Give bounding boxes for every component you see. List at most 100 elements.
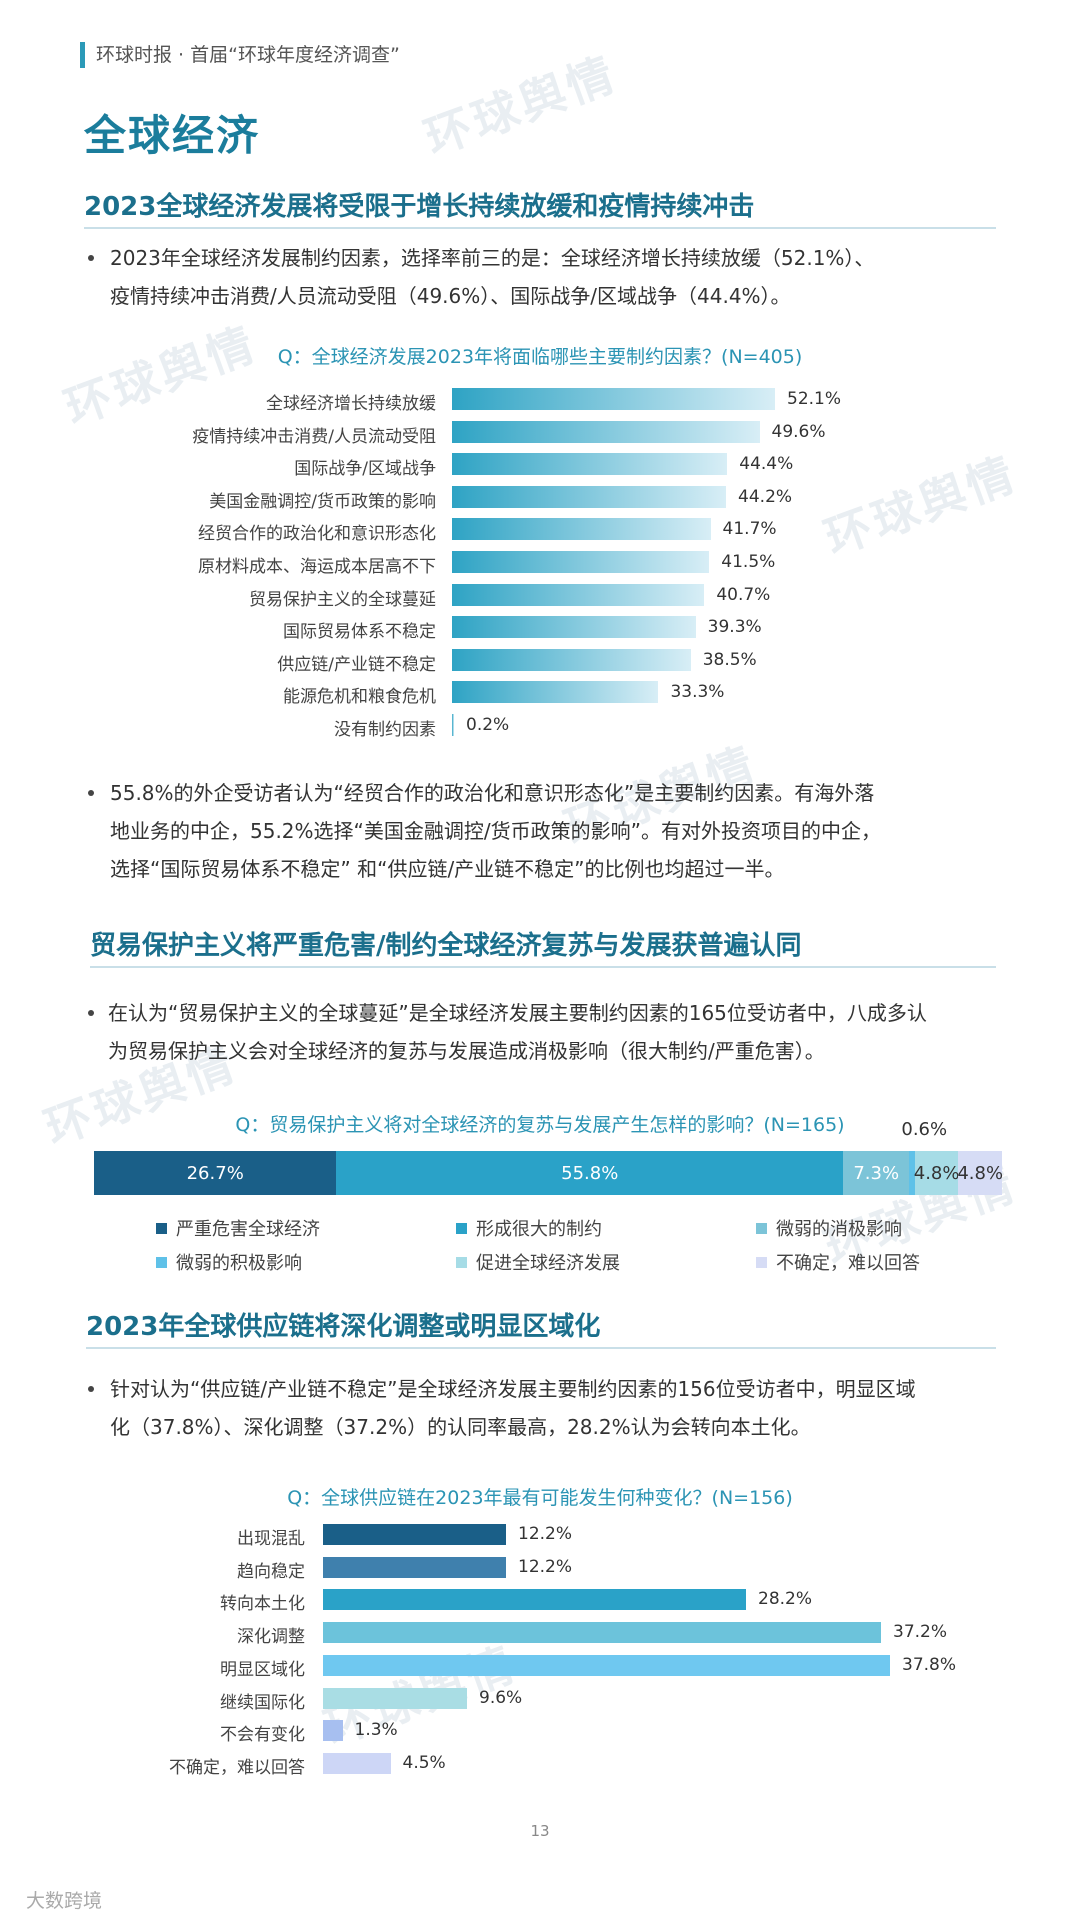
bar-label: 国际贸易体系不稳定	[283, 622, 436, 643]
section-divider	[84, 227, 996, 229]
bullet-line: 针对认为“供应链/产业链不稳定”是全球经济发展主要制约因素的156位受访者中，明…	[110, 1377, 916, 1401]
watermark: 环球舆情	[417, 46, 625, 166]
legend-swatch	[456, 1256, 467, 1268]
watermark: 环球舆情	[57, 316, 265, 436]
bar	[323, 1720, 343, 1742]
bar-value: 38.5%	[702, 649, 757, 670]
bar	[452, 518, 711, 541]
section-divider	[86, 1347, 996, 1349]
bar-label: 出现混乱	[237, 1529, 305, 1549]
legend-item: 严重危害全球经济	[156, 1215, 320, 1241]
chart-title: Q：全球经济发展2023年将面临哪些主要制约因素？(N=405)	[277, 346, 803, 368]
legend-label: 促进全球经济发展	[476, 1253, 620, 1274]
bar-label: 明显区域化	[220, 1659, 305, 1680]
bullet-line: 疫情持续冲击消费/人员流动受阻（49.6%）、国际战争/区域战争（44.4%）。	[110, 284, 791, 308]
legend-item: 促进全球经济发展	[456, 1249, 620, 1275]
bar-value: 49.6%	[771, 421, 826, 442]
bar	[452, 485, 727, 508]
stack-segment: 26.7%	[94, 1151, 337, 1195]
bar	[452, 714, 454, 736]
bar-value: 0.2%	[466, 715, 510, 735]
section-title: 贸易保护主义将严重危害/制约全球经济复苏与发展获普遍认同	[90, 931, 802, 961]
bar-label: 深化调整	[237, 1627, 305, 1648]
legend-swatch	[756, 1256, 767, 1268]
legend-swatch	[156, 1222, 167, 1234]
bar-label: 全球经济增长持续放缓	[266, 394, 436, 414]
legend-label: 不确定，难以回答	[776, 1253, 920, 1274]
section-divider	[90, 966, 996, 968]
legend-item: 微弱的积极影响	[156, 1249, 302, 1275]
bullet-dot	[88, 1010, 94, 1016]
bar	[323, 1654, 890, 1676]
bar-label: 转向本土化	[220, 1594, 305, 1615]
bullet-line: 化（37.8%）、深化调整（37.2%）的认同率最高，28.2%认为会转向本土化…	[110, 1415, 811, 1439]
bar-label: 原材料成本、海运成本居高不下	[198, 557, 436, 577]
bar-value: 12.2%	[518, 1556, 573, 1577]
bar-value: 37.2%	[893, 1622, 948, 1643]
bar-label: 美国金融调控/货币政策的影响	[209, 491, 436, 512]
bar	[323, 1687, 467, 1709]
stack-segment: 4.8%	[914, 1151, 959, 1195]
legend-label: 微弱的积极影响	[176, 1253, 302, 1274]
bar	[452, 420, 760, 443]
bar	[452, 551, 710, 573]
bar-label: 不会有变化	[220, 1725, 305, 1746]
bar-value: 44.4%	[739, 454, 794, 475]
header-accent-bar	[80, 42, 85, 68]
stack-segment: 4.8%	[957, 1151, 1003, 1195]
bar-label: 没有制约因素	[334, 720, 436, 740]
bar	[323, 1524, 506, 1545]
bar-label: 供应链/产业链不稳定	[277, 654, 436, 675]
bar	[452, 388, 776, 410]
bar-value: 0.6%	[901, 1119, 948, 1140]
bar-value: 41.5%	[721, 552, 776, 572]
bullet-line: 为贸易保护主义会对全球经济的复苏与发展造成消极影响（很大制约/严重危害）。	[108, 1039, 825, 1063]
bullet-line: 2023年全球经济发展制约因素，选择率前三的是：全球经济增长持续放缓（52.1%…	[110, 246, 875, 270]
bullet-dot	[88, 790, 94, 796]
bar-label: 不确定，难以回答	[169, 1757, 305, 1778]
bar	[452, 681, 659, 704]
bullet-dot	[88, 1386, 94, 1392]
bar-value: 39.3%	[707, 617, 762, 638]
bar	[323, 1556, 506, 1578]
legend-item: 不确定，难以回答	[756, 1249, 920, 1275]
bar-label: 继续国际化	[220, 1692, 305, 1713]
chart-title: Q：贸易保护主义将对全球经济的复苏与发展产生怎样的影响？(N=165)	[235, 1114, 845, 1136]
page-title: 全球经济	[84, 111, 261, 160]
legend-swatch	[156, 1256, 167, 1268]
bar-value: 1.3%	[354, 1720, 398, 1741]
bar-label: 疫情持续冲击消费/人员流动受阻	[192, 426, 436, 447]
chart-title: Q：全球供应链在2023年最有可能发生何种变化？(N=156)	[287, 1487, 793, 1509]
legend-swatch	[756, 1222, 767, 1234]
bar	[323, 1589, 746, 1611]
bar-label: 国际战争/区域战争	[294, 459, 436, 480]
bar-label: 趋向稳定	[237, 1561, 305, 1582]
header-text: 环球时报 · 首届“环球年度经济调查”	[96, 44, 400, 66]
bar	[452, 583, 705, 606]
bar	[452, 648, 691, 671]
stack-segment: 7.3%	[843, 1151, 910, 1195]
bar-value: 44.2%	[738, 486, 793, 507]
legend-item: 微弱的消极影响	[756, 1215, 902, 1241]
bar	[323, 1752, 391, 1774]
legend-label: 严重危害全球经济	[176, 1219, 320, 1240]
watermark: 环球舆情	[817, 446, 1025, 566]
bar	[323, 1622, 881, 1644]
bar-value: 37.8%	[902, 1654, 957, 1675]
section-title: 2023全球经济发展将受限于增长持续放缓和疫情持续冲击	[84, 192, 755, 222]
footer-brand: 大数跨境	[26, 1890, 103, 1912]
bar-value: 9.6%	[479, 1687, 523, 1708]
bar-label: 能源危机和粮食危机	[283, 687, 436, 708]
stack-segment: 55.8%	[336, 1151, 844, 1195]
bullet-line: 55.8%的外企受访者认为“经贸合作的政治化和意识形态化”是主要制约因素。有海外…	[110, 781, 875, 805]
bar-label: 贸易保护主义的全球蔓延	[249, 589, 436, 610]
bar	[452, 616, 696, 639]
legend-label: 形成很大的制约	[476, 1219, 602, 1240]
bar	[452, 453, 728, 476]
legend-swatch	[456, 1222, 467, 1234]
bar-value: 52.1%	[787, 389, 842, 409]
legend-label: 微弱的消极影响	[776, 1219, 902, 1240]
bar-value: 12.2%	[518, 1524, 573, 1544]
bar-value: 4.5%	[402, 1752, 446, 1773]
bullet-dot	[88, 255, 94, 261]
